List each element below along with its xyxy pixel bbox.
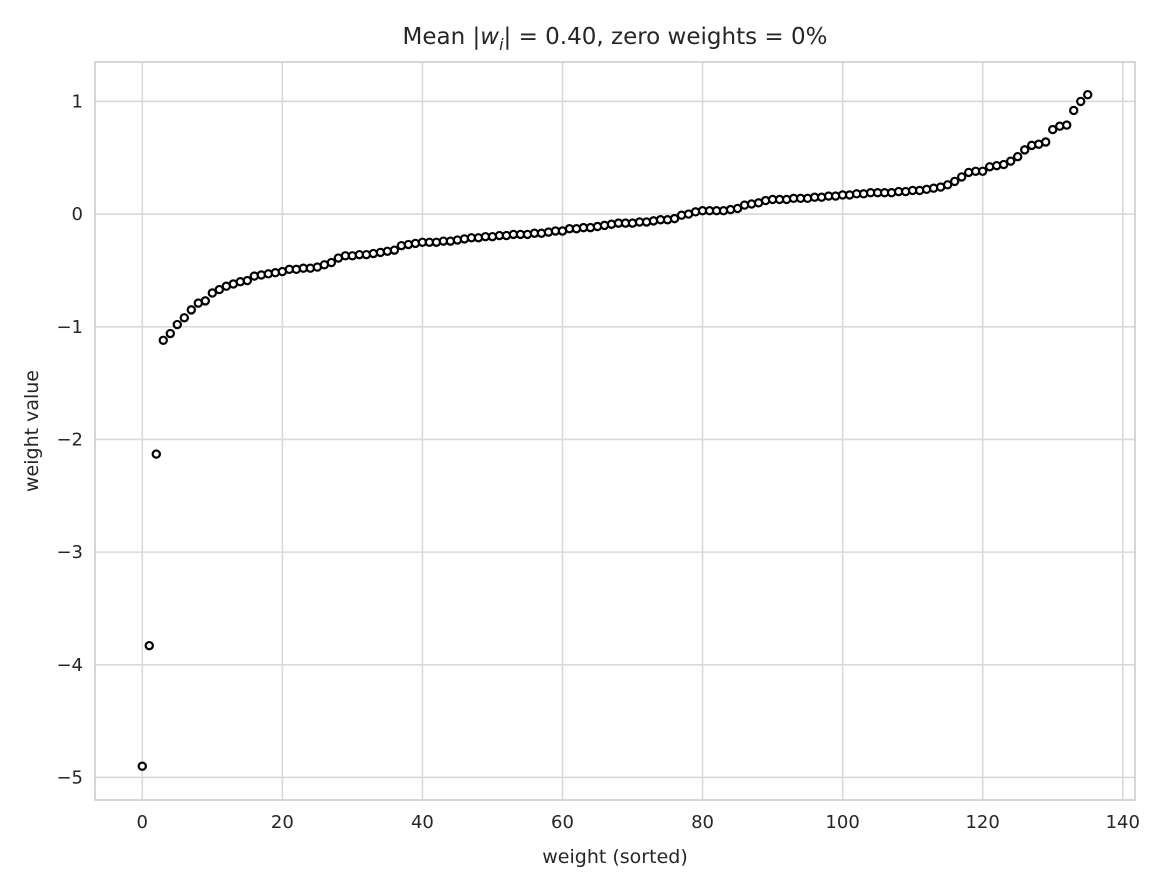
data-point [1012,151,1023,162]
data-point [165,328,175,339]
x-tick-label: 100 [825,812,859,833]
y-tick-label: −5 [56,767,83,788]
x-tick-label: 140 [1106,812,1140,833]
grid [95,62,1135,800]
y-tick-label: −4 [56,655,83,676]
data-point [1083,89,1093,100]
x-tick-label: 120 [965,812,999,833]
data-point [998,159,1009,170]
data-point [1041,137,1051,147]
data-point [214,284,225,295]
data-point [389,245,400,255]
data-point [242,275,253,286]
y-tick-label: −2 [56,429,83,450]
data-point [1019,145,1030,155]
x-tick-label: 0 [137,812,148,833]
y-axis-label: weight value [21,370,43,492]
data-point [200,296,211,306]
x-tick-labels: 0 20 40 60 80 100 120 140 [137,812,1140,833]
data-point [977,166,988,176]
data-point [956,172,967,182]
data-point [158,335,168,345]
title-suffix: | = 0.40, zero weights = 0% [504,24,828,50]
data-point [144,640,154,651]
x-axis-label: weight (sorted) [542,846,687,868]
title-var: w [480,24,499,50]
y-tick-label: 0 [72,204,83,225]
data-point [1076,96,1086,107]
data-point [326,257,337,268]
data-point [151,449,161,459]
y-tick-label: 1 [72,91,83,112]
x-tick-label: 40 [411,812,434,833]
data-point [1069,105,1079,116]
data-point [1048,124,1058,135]
y-tick-label: −3 [56,542,83,563]
data-point [949,176,960,187]
data-point [172,319,182,330]
data-point [942,180,953,190]
x-tick-label: 60 [551,812,574,833]
data-point [186,305,196,315]
data-point [179,313,189,323]
data-points [137,89,1093,771]
data-point [669,213,680,224]
data-point [1062,120,1072,130]
data-point [1005,156,1016,166]
y-tick-labels: −5 −4 −3 −2 −1 0 1 [56,91,83,788]
title-sub: i [499,35,504,54]
data-point [207,288,218,298]
title-prefix: Mean | [403,24,481,50]
data-point [732,203,743,214]
y-tick-label: −1 [56,317,83,338]
data-point [137,761,147,771]
x-tick-label: 20 [271,812,294,833]
plot-frame [94,61,1136,801]
x-tick-label: 80 [691,812,714,833]
chart-title: Mean |wi| = 0.40, zero weights = 0% [403,24,828,54]
